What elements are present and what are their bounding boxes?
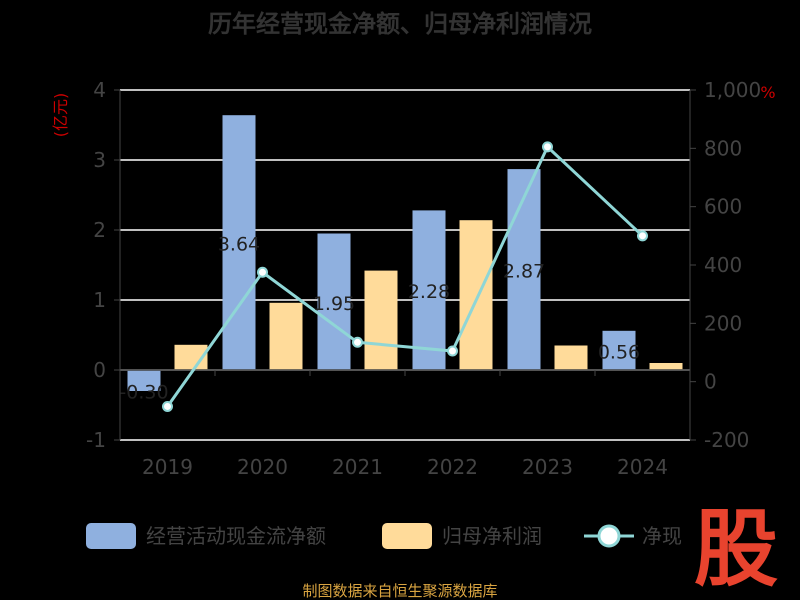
legend-item-profit[interactable]: 归母净利润 (382, 523, 542, 549)
bar-cashflow (317, 233, 351, 370)
right-axis-tick-label: 200 (704, 311, 742, 335)
data-label-cashflow: 1.95 (313, 293, 355, 315)
bar-profit (269, 302, 303, 370)
right-axis-tick-label: -200 (704, 428, 749, 452)
line-point-ratio (162, 400, 173, 412)
legend-marker-ratio (597, 524, 621, 548)
bar-profit (554, 345, 588, 370)
right-axis: 1,000 800 600 400 200 0 -200 (689, 78, 761, 452)
right-axis-tick-label: 0 (704, 370, 717, 394)
right-axis-tick-label: 1,000 (704, 78, 761, 102)
line-series (162, 141, 648, 412)
legend-label-ratio: 净现 (642, 524, 682, 548)
bar-profit (649, 363, 683, 370)
bar-profit (364, 270, 398, 370)
x-axis-tick-label: 2022 (427, 455, 478, 479)
legend: 经营活动现金流净额 归母净利润 净现 (86, 523, 682, 549)
left-axis: 4 3 2 1 0 -1 (86, 78, 121, 452)
x-axis-tick-label: 2023 (522, 455, 573, 479)
data-label-cashflow: 2.28 (408, 281, 450, 303)
line-point-ratio (257, 266, 268, 278)
right-axis-tick-label: 400 (704, 253, 742, 277)
chart-title: 历年经营现金净额、归母净利润情况 (208, 10, 592, 38)
left-axis-tick-label: 1 (93, 288, 106, 312)
data-label-cashflow: -0.30 (119, 382, 168, 404)
legend-swatch-profit (382, 523, 432, 549)
line-point-ratio (542, 141, 553, 153)
line-ratio (166, 144, 644, 408)
left-axis-tick-label: -1 (86, 428, 106, 452)
left-axis-unit: (亿元) (51, 93, 70, 138)
x-axis: 2019 2020 2021 2022 2023 2024 (119, 369, 691, 479)
left-axis-tick-label: 0 (93, 358, 106, 382)
bar-cashflow (127, 370, 161, 391)
source-note: 制图数据来自恒生聚源数据库 (302, 582, 497, 600)
legend-label-cashflow: 经营活动现金流净额 (146, 524, 326, 548)
x-axis-tick-label: 2021 (332, 455, 383, 479)
x-axis-tick-label: 2019 (142, 455, 193, 479)
bar-cashflow (507, 169, 541, 370)
legend-item-cashflow[interactable]: 经营活动现金流净额 (86, 523, 326, 549)
right-axis-unit: % (760, 83, 775, 102)
logo-watermark: 股 (694, 500, 778, 598)
bar-cashflow (412, 210, 446, 370)
line-point-ratio (637, 230, 648, 242)
bar-cashflow (222, 115, 256, 370)
right-axis-tick-label: 600 (704, 195, 742, 219)
x-axis-tick-label: 2024 (617, 455, 668, 479)
left-axis-tick-label: 3 (93, 148, 106, 172)
right-axis-tick-label: 800 (704, 136, 742, 160)
data-labels: -0.30 3.64 1.95 2.28 2.87 0.56 (119, 234, 640, 404)
bar-cashflow (602, 330, 636, 370)
legend-item-ratio[interactable]: 净现 (584, 524, 682, 548)
line-point-ratio (352, 336, 363, 348)
bar-profit (459, 220, 493, 370)
data-label-cashflow: 2.87 (503, 261, 545, 283)
gridlines (120, 89, 690, 441)
left-axis-tick-label: 4 (93, 78, 106, 102)
data-label-cashflow: 0.56 (598, 341, 640, 363)
data-label-cashflow: 3.64 (218, 234, 260, 256)
line-point-ratio (447, 345, 458, 357)
x-axis-tick-label: 2020 (237, 455, 288, 479)
legend-swatch-cashflow (86, 523, 136, 549)
legend-label-profit: 归母净利润 (442, 524, 542, 548)
bar-series (127, 115, 683, 391)
left-axis-tick-label: 2 (93, 218, 106, 242)
